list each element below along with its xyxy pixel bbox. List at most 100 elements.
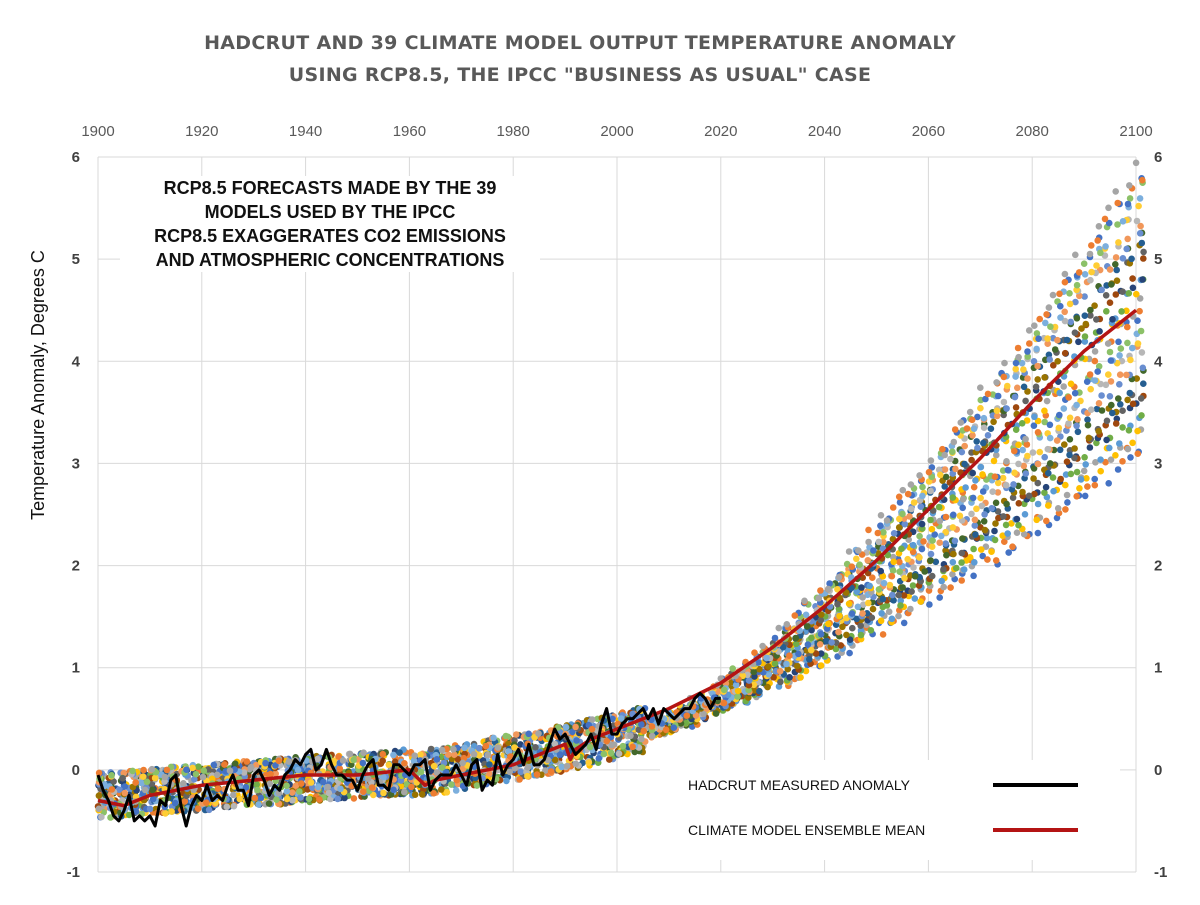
model-point: [1106, 299, 1114, 307]
model-point: [974, 413, 981, 421]
model-point: [879, 595, 887, 603]
model-point: [957, 419, 965, 426]
model-point: [1137, 327, 1145, 335]
model-point: [148, 781, 155, 789]
model-point: [720, 699, 728, 707]
model-point: [865, 599, 872, 607]
model-point: [917, 598, 924, 605]
model-point: [988, 548, 995, 555]
model-point: [926, 601, 933, 608]
model-point: [947, 455, 954, 463]
model-point: [1102, 292, 1110, 299]
model-point: [1049, 291, 1057, 299]
model-point: [865, 538, 872, 546]
model-point: [1024, 375, 1031, 382]
model-point: [115, 786, 123, 793]
model-point: [973, 438, 980, 445]
chart-title-line-1: HADCRUT AND 39 CLIMATE MODEL OUTPUT TEMP…: [204, 32, 956, 54]
model-point: [1000, 398, 1008, 406]
model-point: [777, 678, 784, 686]
model-point: [801, 597, 808, 605]
model-point: [853, 615, 860, 623]
model-point: [1034, 362, 1041, 370]
model-point: [951, 426, 959, 433]
x-tick-label: 2100: [1119, 123, 1152, 140]
model-point: [1025, 327, 1033, 334]
model-point: [1132, 159, 1140, 167]
model-point: [1108, 401, 1115, 409]
model-point: [793, 662, 801, 670]
legend: HADCRUT MEASURED ANOMALY CLIMATE MODEL EN…: [660, 760, 1120, 860]
model-point: [1046, 421, 1054, 429]
model-point: [1138, 239, 1146, 247]
model-point: [1060, 405, 1068, 412]
model-point: [505, 748, 513, 755]
x-tick-label: 2040: [808, 123, 841, 140]
model-point: [1080, 260, 1088, 268]
model-point: [390, 786, 397, 794]
model-point: [900, 592, 908, 599]
model-point: [999, 532, 1006, 539]
model-point: [1044, 335, 1051, 342]
model-point: [816, 641, 824, 648]
model-point: [792, 640, 800, 648]
model-point: [1081, 338, 1089, 345]
model-point: [1084, 483, 1091, 490]
model-point: [927, 550, 935, 558]
model-point: [1030, 422, 1038, 430]
model-point: [1095, 223, 1103, 230]
model-point: [802, 667, 810, 675]
model-point: [132, 779, 139, 786]
model-point: [486, 770, 493, 777]
model-point: [401, 788, 408, 796]
model-point: [1098, 392, 1105, 399]
model-point: [956, 512, 964, 520]
x-tick-label: 1940: [289, 123, 322, 140]
model-point: [1114, 221, 1121, 228]
model-point: [1094, 368, 1101, 375]
x-tick-label: 2000: [600, 123, 633, 140]
y-tick-label-right: 5: [1154, 251, 1162, 268]
model-point: [1119, 254, 1127, 262]
model-point: [1075, 269, 1083, 276]
model-point: [272, 762, 279, 769]
ensemble-mean-line: [97, 308, 1138, 808]
model-point: [1093, 316, 1100, 323]
x-tick-label: 1980: [497, 123, 530, 140]
model-point: [370, 791, 377, 799]
model-scatter-points: [94, 159, 1147, 821]
model-point: [296, 788, 303, 795]
model-point: [433, 769, 441, 776]
x-tick-label: 1920: [185, 123, 218, 140]
model-point: [532, 744, 539, 751]
model-point: [818, 611, 825, 618]
model-point: [309, 784, 316, 791]
model-point: [1081, 492, 1089, 500]
model-point: [878, 610, 885, 617]
model-point: [411, 752, 419, 759]
model-point: [952, 465, 959, 473]
model-point: [1012, 365, 1019, 373]
model-point: [108, 786, 116, 793]
model-point: [1126, 195, 1134, 202]
model-point: [1086, 250, 1094, 258]
model-point: [1003, 481, 1010, 489]
model-point: [1033, 345, 1040, 353]
model-point: [877, 512, 885, 519]
x-tick-label: 2020: [704, 123, 737, 140]
model-point: [1047, 323, 1054, 331]
model-point: [864, 557, 872, 564]
model-point: [1105, 480, 1112, 487]
model-point: [214, 785, 222, 792]
model-point: [1137, 395, 1145, 402]
model-point: [927, 557, 934, 564]
model-point: [1097, 467, 1104, 475]
model-point: [879, 631, 887, 638]
model-point: [1013, 529, 1021, 536]
model-point: [1081, 333, 1089, 340]
model-point: [1061, 278, 1069, 286]
model-point: [1087, 406, 1095, 414]
model-point: [285, 758, 293, 765]
model-point: [1051, 323, 1059, 331]
annotation-line: AND ATMOSPHERIC CONCENTRATIONS: [155, 250, 505, 270]
